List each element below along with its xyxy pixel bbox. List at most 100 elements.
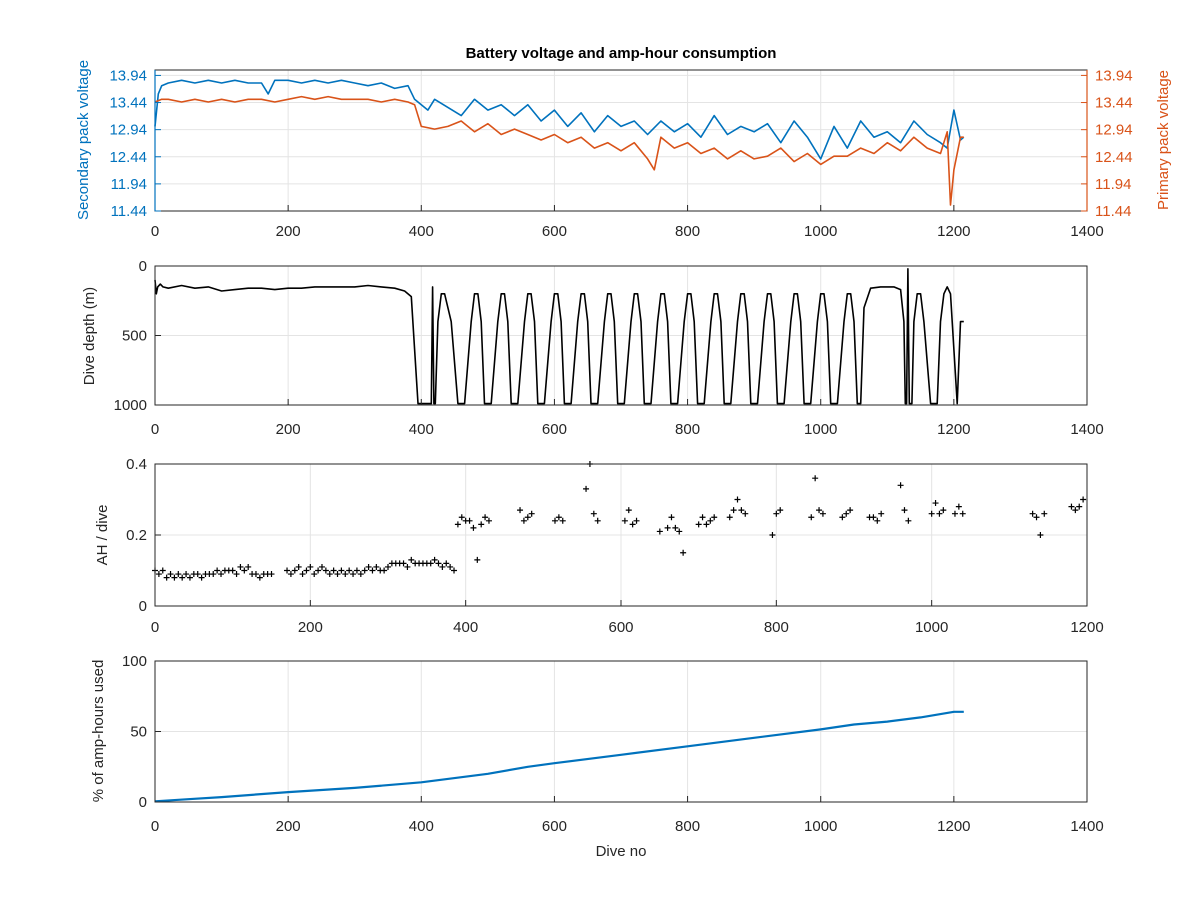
scatter-point <box>621 517 628 524</box>
scatter-point <box>385 563 391 570</box>
y-tick-label: 11.94 <box>111 176 147 193</box>
scatter-point <box>167 571 174 578</box>
y-tick-label: 11.44 <box>111 203 147 220</box>
scatter-point <box>839 514 846 521</box>
x-tick-label: 0 <box>151 421 159 438</box>
y-right-tick-label: 12.44 <box>1095 149 1133 166</box>
scatter-point <box>1029 510 1036 517</box>
scatter-point <box>633 517 640 524</box>
scatter-point <box>695 521 702 528</box>
x-tick-label: 600 <box>608 619 633 636</box>
scatter-point <box>773 510 780 517</box>
scatter-point <box>928 510 935 517</box>
scatter-point <box>812 475 819 482</box>
figure-title: Battery voltage and amp-hour consumption <box>466 45 777 62</box>
voltage-left-ylabel: Secondary pack voltage <box>75 60 92 220</box>
scatter-point <box>175 571 182 578</box>
scatter-point <box>369 567 376 574</box>
scatter-point <box>408 556 415 563</box>
scatter-point <box>350 571 357 578</box>
x-tick-label: 800 <box>764 619 789 636</box>
scatter-point <box>816 507 823 514</box>
scatter-point <box>400 560 407 567</box>
x-tick-label: 1400 <box>1070 818 1103 835</box>
x-tick-label: 400 <box>453 619 478 636</box>
y-tick-label: 0.4 <box>126 456 147 473</box>
scatter-point <box>322 567 329 574</box>
ah-ylabel: AH / dive <box>94 505 111 566</box>
scatter-point <box>404 563 411 570</box>
scatter-point <box>252 571 259 578</box>
scatter-point <box>466 517 473 524</box>
scatter-point <box>664 524 671 531</box>
scatter-point <box>1068 503 1075 510</box>
scatter-point <box>163 574 170 581</box>
scatter-point <box>474 556 481 563</box>
scatter-point <box>629 521 636 528</box>
scatter-point <box>361 567 368 574</box>
scatter-point <box>338 567 345 574</box>
scatter-point <box>245 563 252 570</box>
x-tick-label: 200 <box>276 421 301 438</box>
scatter-point <box>454 521 461 528</box>
panel-voltage-ticks: 0 200 400 600 800 1000 1200 1400 11.44 11.94 12.44… <box>109 67 1132 240</box>
scatter-point <box>284 567 291 574</box>
scatter-point <box>291 567 298 574</box>
x-tick-label: 800 <box>675 818 700 835</box>
scatter-point <box>932 500 939 507</box>
x-tick-label: 800 <box>675 421 700 438</box>
scatter-point <box>738 507 745 514</box>
scatter-point <box>843 510 850 517</box>
scatter-point <box>672 524 679 531</box>
scatter-point <box>427 560 434 567</box>
panel-voltage-series <box>154 79 965 206</box>
x-tick-label: 1200 <box>937 421 970 438</box>
x-tick-label: 800 <box>675 223 700 240</box>
scatter-point <box>435 560 442 567</box>
scatter-point <box>668 514 675 521</box>
y-tick-label: 50 <box>130 724 147 741</box>
scatter-point <box>439 563 446 570</box>
scatter-point <box>470 524 477 531</box>
scatter-point <box>381 567 388 574</box>
scatter-point <box>707 517 714 524</box>
scatter-point <box>214 567 221 574</box>
scatter-point <box>287 571 294 578</box>
scatter-point <box>769 532 776 538</box>
y-tick-label: 13.44 <box>109 95 147 112</box>
scatter-point <box>478 521 485 528</box>
scatter-point <box>373 563 380 570</box>
scatter-point <box>656 528 663 535</box>
scatter-point <box>1072 507 1079 514</box>
x-tick-label: 1000 <box>804 818 837 835</box>
scatter-point <box>520 517 527 524</box>
series-line-panel1-0 <box>154 267 964 405</box>
scatter-point <box>590 510 597 517</box>
voltage-right-ylabel: Primary pack voltage <box>1155 70 1172 210</box>
scatter-point <box>555 514 562 521</box>
scatter-point <box>218 571 225 578</box>
scatter-point <box>342 571 349 578</box>
panel-voltage-grid <box>155 70 1087 211</box>
series-line-secondary-pack-voltage <box>154 79 965 160</box>
x-tick-label: 200 <box>298 619 323 636</box>
scatter-point <box>594 517 601 524</box>
x-tick-label: 1000 <box>915 619 948 636</box>
panel-ah-ticks: 0 200 400 600 800 1000 1200 0 0.2 0.4 <box>126 456 1104 636</box>
x-tick-label: 0 <box>151 223 159 240</box>
scatter-point <box>159 567 166 574</box>
y-tick-label: 12.44 <box>109 149 147 166</box>
x-tick-label: 400 <box>409 223 434 240</box>
panel-ah-per-dive: 0 200 400 600 800 1000 1200 0 0.2 0.4 AH / dive <box>94 456 1104 636</box>
scatter-point <box>940 507 947 514</box>
scatter-point <box>955 503 962 510</box>
y-right-tick-label: 13.44 <box>1095 95 1133 112</box>
scatter-point <box>194 571 201 578</box>
scatter-point <box>155 571 162 578</box>
x-tick-label: 200 <box>276 818 301 835</box>
scatter-point <box>315 567 322 574</box>
scatter-point <box>237 563 244 570</box>
scatter-point <box>878 510 885 517</box>
scatter-point <box>680 549 687 556</box>
panel-ahused-series <box>154 710 964 803</box>
